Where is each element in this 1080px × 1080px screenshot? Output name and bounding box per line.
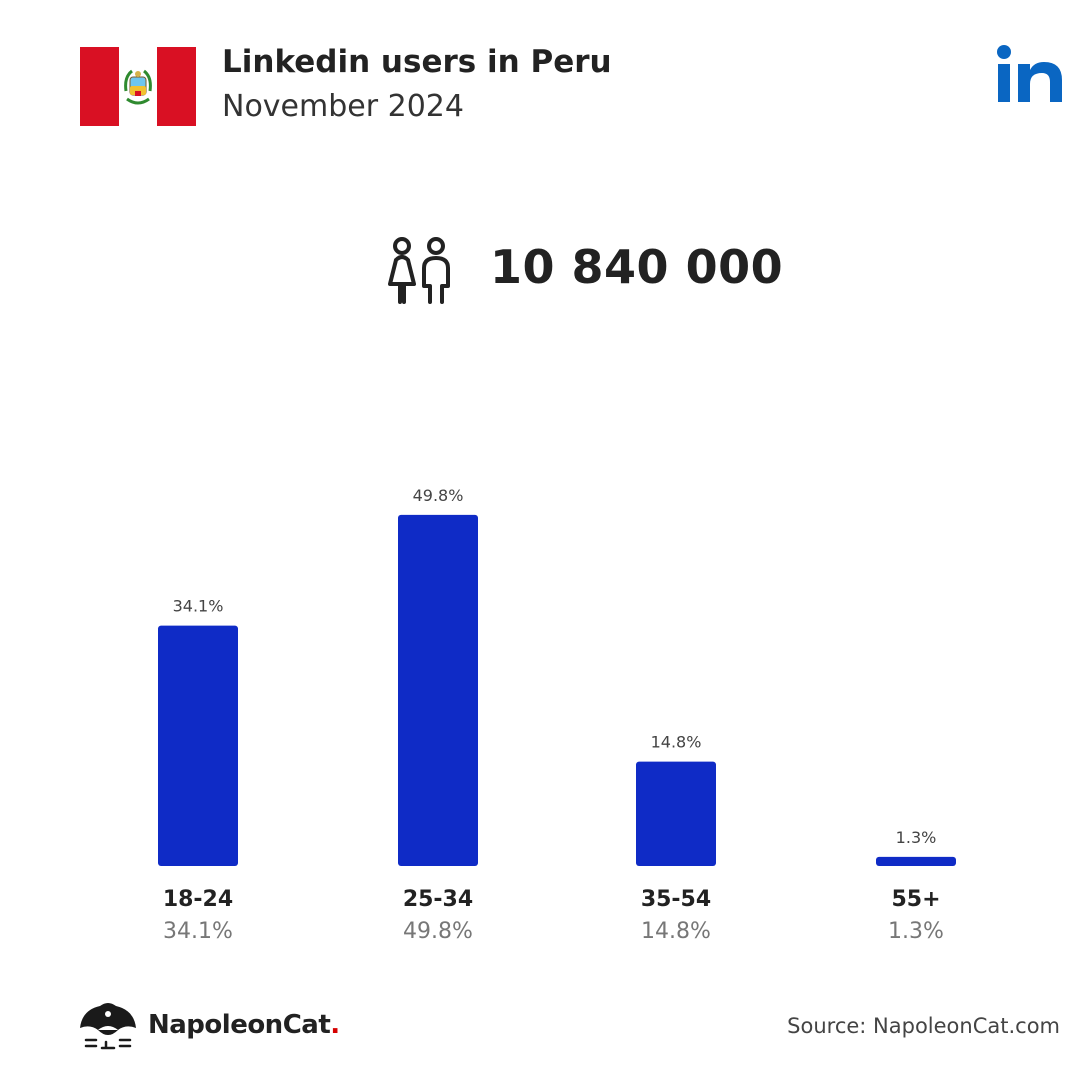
total-users-count: 10 840 000 (490, 240, 784, 294)
category-value-55+: 1.3% (888, 919, 944, 944)
brand-name-text: NapoleonCat (148, 1010, 331, 1040)
category-value-35-54: 14.8% (641, 919, 711, 944)
napoleoncat-logo-icon (78, 1000, 138, 1052)
category-label-35-54: 35-54 (641, 887, 711, 912)
bar-35-54 (636, 761, 716, 866)
data-label-55+: 1.3% (896, 828, 937, 847)
brand-dot: . (330, 1010, 340, 1040)
napoleoncat-brand-name: NapoleonCat. (148, 1010, 340, 1040)
category-value-25-34: 49.8% (403, 919, 473, 944)
data-label-18-24: 34.1% (173, 597, 224, 616)
peru-flag-icon (80, 47, 196, 126)
category-label-18-24: 18-24 (163, 887, 233, 912)
source-credit: Source: NapoleonCat.com (787, 1014, 1060, 1038)
users-icon (384, 236, 456, 306)
data-label-25-34: 49.8% (413, 486, 464, 505)
category-value-18-24: 34.1% (163, 919, 233, 944)
bar-25-34 (398, 514, 478, 866)
bar-18-24 (158, 625, 238, 866)
data-label-35-54: 14.8% (651, 733, 702, 752)
page-subtitle: November 2024 (222, 89, 464, 124)
category-label-55+: 55+ (891, 887, 940, 912)
page-title: Linkedin users in Peru (222, 44, 612, 80)
category-label-25-34: 25-34 (403, 887, 473, 912)
bar-55+ (876, 856, 956, 866)
linkedin-logo-icon (996, 44, 1064, 104)
